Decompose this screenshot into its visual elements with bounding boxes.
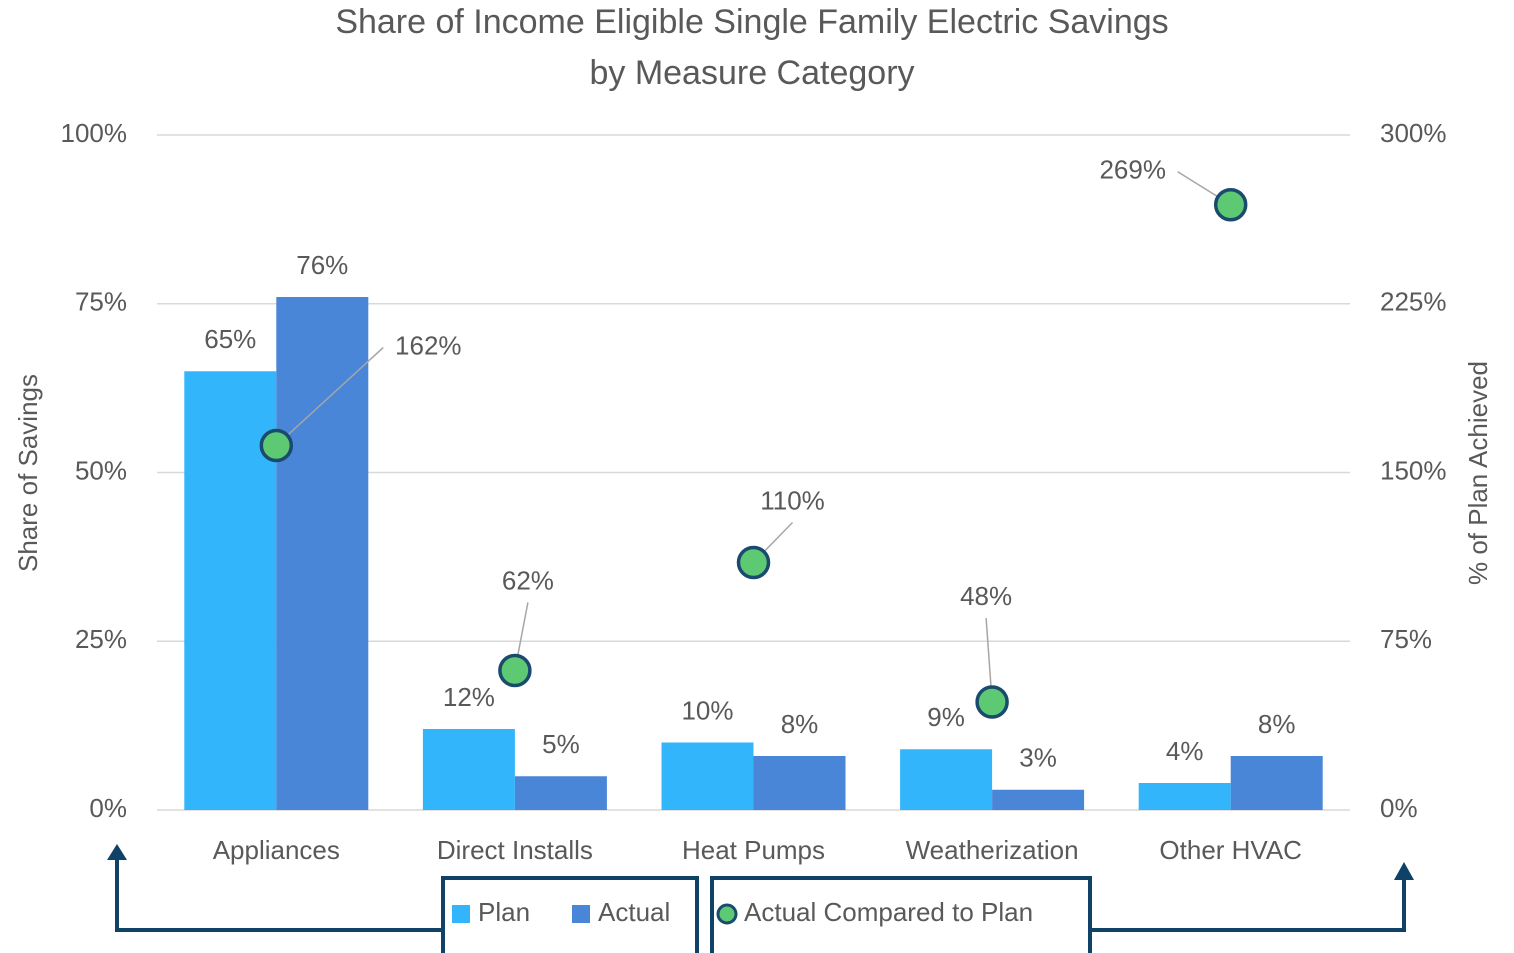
x-tick-label: Heat Pumps [682, 835, 825, 865]
scatter-point [1213, 188, 1248, 222]
bar [1138, 783, 1231, 810]
data-label: 5% [542, 729, 580, 759]
legend-label: Actual [598, 897, 670, 927]
data-label: 110% [760, 485, 825, 515]
arrow [115, 858, 443, 932]
x-tick-label: Direct Installs [437, 835, 593, 865]
y2-tick-label: 150% [1380, 455, 1447, 485]
legend-marker [716, 903, 738, 925]
data-label: 12% [443, 682, 495, 712]
bar [661, 742, 754, 810]
bar [992, 789, 1085, 810]
data-label: 162% [395, 330, 462, 360]
scatter-point [498, 653, 532, 688]
legend: Plan Actual Actual Compared to Plan [452, 897, 1033, 927]
y-tick-label: 75% [75, 287, 127, 317]
arrow [1090, 868, 1406, 932]
scatter-point [259, 428, 294, 463]
data-label: 76% [296, 250, 348, 280]
y-axis-label: Share of Savings [13, 374, 43, 572]
data-label: 48% [960, 581, 1012, 611]
data-label: 10% [681, 695, 733, 725]
scatter-point [736, 545, 771, 580]
y2-tick-label: 225% [1380, 287, 1447, 317]
y2-axis-label: % of Plan Achieved [1463, 361, 1493, 585]
y2-tick-label: 75% [1380, 624, 1432, 654]
bar [1230, 756, 1323, 810]
x-tick-label: Appliances [213, 835, 340, 865]
y-tick-label: 25% [75, 624, 127, 654]
scatter-point [975, 685, 1009, 719]
y-tick-label: 0% [89, 793, 127, 823]
data-label: 9% [927, 702, 965, 732]
chart-title: by Measure Category [589, 54, 914, 92]
data-label: 4% [1166, 736, 1204, 766]
data-label: 269% [1099, 155, 1166, 185]
y-tick-label: 50% [75, 455, 127, 485]
y2-tick-label: 300% [1380, 118, 1447, 148]
bar [276, 297, 369, 810]
data-label: 65% [204, 324, 256, 354]
legend-frame [441, 876, 699, 953]
chart-title: Share of Income Eligible Single Family E… [335, 3, 1168, 41]
data-label: 62% [502, 565, 554, 595]
y2-tick-label: 0% [1380, 793, 1418, 823]
bar [514, 776, 607, 810]
bar [753, 756, 846, 810]
legend-marker [452, 905, 470, 923]
bar [900, 749, 993, 810]
y-tick-label: 100% [61, 118, 128, 148]
legend-marker [572, 905, 590, 923]
data-label: 3% [1019, 743, 1057, 773]
bar [422, 729, 515, 810]
leader-line [275, 346, 384, 447]
legend-label: Plan [478, 897, 530, 927]
data-label: 8% [781, 709, 819, 739]
legend-label: Actual Compared to Plan [744, 897, 1033, 927]
data-label: 8% [1258, 709, 1296, 739]
x-tick-label: Weatherization [906, 835, 1079, 865]
x-tick-label: Other HVAC [1159, 835, 1302, 865]
legend-frame [710, 876, 1092, 953]
annotation-frames [115, 858, 1406, 953]
